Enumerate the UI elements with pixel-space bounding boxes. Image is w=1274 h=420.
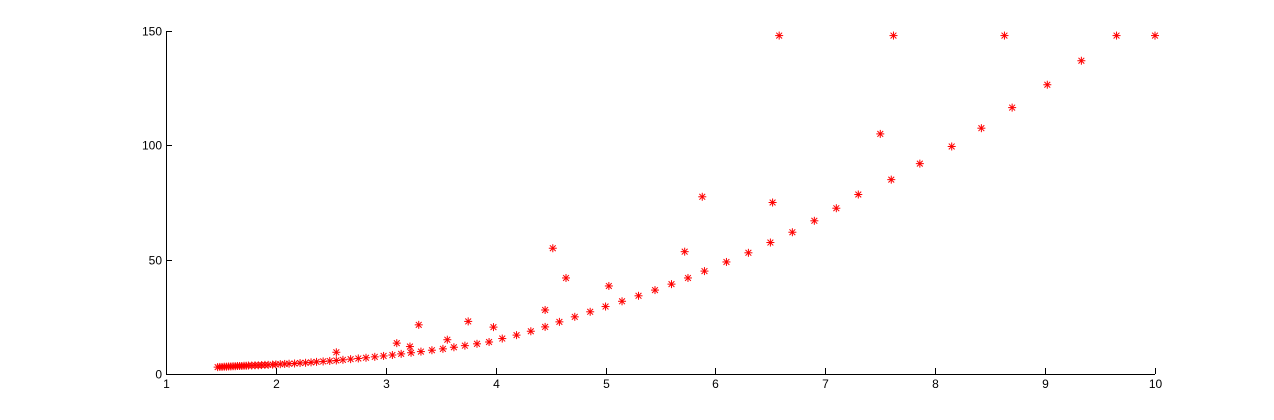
data-point	[977, 124, 986, 133]
data-point	[427, 346, 436, 355]
data-point	[414, 320, 423, 329]
data-point	[698, 192, 707, 201]
data-point	[407, 348, 416, 357]
data-point	[1008, 103, 1017, 112]
data-point	[449, 343, 458, 352]
data-point	[1043, 80, 1052, 89]
data-point	[766, 238, 775, 247]
data-point	[541, 322, 550, 331]
data-point	[548, 244, 557, 253]
data-point	[416, 347, 425, 356]
data-point	[438, 344, 447, 353]
data-point	[768, 198, 777, 207]
y-tick-label: 50	[149, 254, 163, 268]
data-point	[775, 31, 784, 40]
data-point	[460, 341, 469, 350]
x-tick-label: 4	[493, 377, 500, 391]
data-point	[876, 129, 885, 138]
data-point	[700, 267, 709, 276]
data-point	[338, 355, 347, 364]
data-point	[586, 307, 595, 316]
data-point	[561, 273, 570, 282]
data-point	[397, 349, 406, 358]
data-point	[332, 348, 341, 357]
data-points	[213, 31, 1159, 372]
x-tick-label: 6	[712, 377, 719, 391]
x-tick-label: 10	[1149, 377, 1163, 391]
data-point	[512, 331, 521, 340]
data-point	[887, 175, 896, 184]
data-point	[1151, 31, 1159, 40]
y-tick-label: 150	[142, 25, 162, 39]
data-point	[601, 302, 610, 311]
x-tick-label: 2	[273, 377, 280, 391]
data-point	[332, 356, 341, 365]
data-point	[1077, 56, 1086, 65]
data-point	[810, 216, 819, 225]
data-point	[618, 297, 627, 306]
data-point	[1112, 31, 1121, 40]
data-point	[392, 339, 401, 348]
axes	[166, 31, 1155, 375]
data-point	[832, 204, 841, 213]
y-tick-label: 100	[142, 139, 162, 153]
data-point	[634, 291, 643, 300]
data-point	[570, 312, 579, 321]
x-tick-label: 5	[603, 377, 610, 391]
data-point	[854, 190, 863, 199]
data-point	[388, 351, 397, 360]
data-point	[744, 248, 753, 257]
data-point	[464, 317, 473, 326]
data-point	[489, 323, 498, 332]
x-tick-label: 3	[383, 377, 390, 391]
data-point	[680, 247, 689, 256]
data-point	[405, 342, 414, 351]
data-point	[290, 359, 299, 368]
data-point	[683, 273, 692, 282]
data-point	[498, 334, 507, 343]
data-point	[604, 281, 613, 290]
data-point	[370, 352, 379, 361]
x-tick-label: 7	[822, 377, 829, 391]
data-point	[1000, 31, 1009, 40]
data-point	[346, 355, 355, 364]
data-point	[667, 280, 676, 289]
data-point	[947, 142, 956, 151]
data-point	[485, 337, 494, 346]
data-point	[915, 159, 924, 168]
data-point	[889, 31, 898, 40]
data-point	[555, 317, 564, 326]
data-point	[285, 359, 294, 368]
data-point	[354, 354, 363, 363]
data-point	[301, 358, 310, 367]
data-point	[788, 228, 797, 237]
data-point	[722, 257, 731, 266]
data-point	[541, 305, 550, 314]
data-point	[361, 353, 370, 362]
x-tick-label: 1	[163, 377, 170, 391]
data-point	[651, 286, 660, 295]
data-point	[379, 351, 388, 360]
data-point	[526, 327, 535, 336]
x-tick-label: 8	[932, 377, 939, 391]
y-tick-label: 0	[155, 368, 162, 382]
ticks	[166, 31, 1156, 375]
data-point	[443, 335, 452, 344]
x-tick-label: 9	[1042, 377, 1049, 391]
data-point	[472, 339, 481, 348]
